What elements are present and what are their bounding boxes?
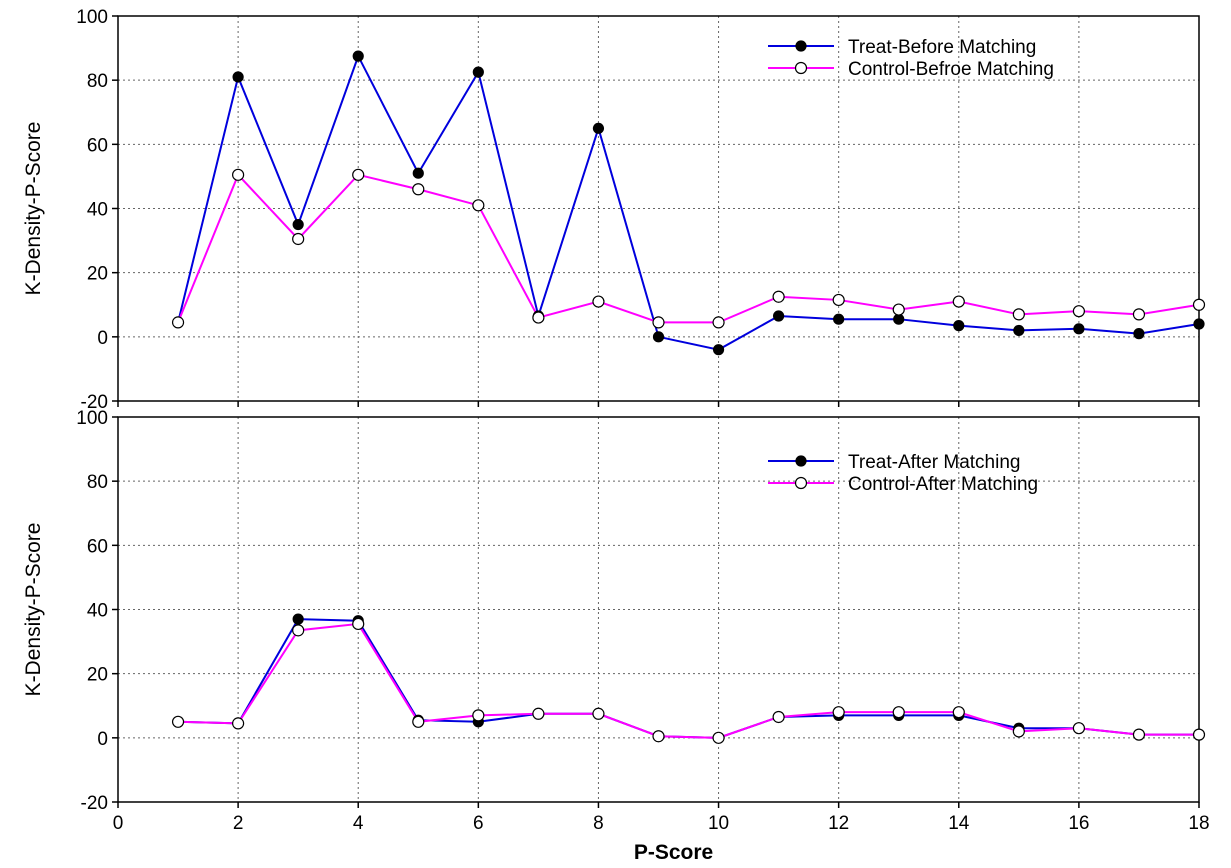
data-point — [412, 167, 424, 179]
legend-marker — [794, 61, 808, 75]
data-point — [472, 199, 485, 212]
data-point — [1133, 328, 1145, 340]
y-tick-label: 100 — [76, 408, 108, 429]
x-tick-label: 2 — [233, 813, 244, 834]
y-tick-label: 60 — [87, 536, 108, 557]
data-point — [532, 707, 545, 720]
y-tick-label: -20 — [81, 793, 108, 814]
y-tick-label: 0 — [97, 729, 108, 750]
data-point — [592, 122, 605, 134]
data-point — [352, 50, 364, 62]
data-point — [1192, 298, 1206, 311]
data-point — [892, 706, 905, 719]
y-tick-label: 80 — [87, 71, 108, 92]
data-point — [952, 706, 965, 719]
x-tick-label: 0 — [113, 813, 124, 834]
x-tick-label: 8 — [593, 813, 604, 834]
y-tick-label: 80 — [87, 472, 108, 493]
data-point — [412, 183, 425, 196]
data-point — [352, 168, 365, 181]
y-tick-label: 40 — [87, 200, 108, 221]
data-point — [232, 71, 244, 83]
data-point — [1193, 318, 1205, 330]
data-point — [833, 313, 845, 325]
x-tick-label: 18 — [1188, 813, 1209, 834]
data-point — [1072, 722, 1085, 735]
data-point — [712, 344, 725, 356]
data-point — [652, 316, 665, 329]
x-tick-label: 16 — [1068, 813, 1089, 834]
data-point — [352, 617, 365, 631]
data-point — [712, 316, 725, 329]
data-point — [772, 710, 785, 724]
data-point — [532, 311, 545, 324]
data-point — [1192, 728, 1206, 741]
y-tick-label: 0 — [97, 328, 108, 349]
data-point — [232, 717, 245, 730]
x-axis-title: P-Score — [634, 841, 713, 863]
data-point — [292, 613, 304, 625]
data-point — [292, 624, 305, 637]
data-point — [1073, 323, 1085, 335]
data-point — [1012, 308, 1025, 321]
y-axis-title: K-Density-P-Score — [22, 523, 45, 697]
series-line — [178, 622, 1199, 739]
legend-label: Control-Befroe Matching — [848, 59, 1054, 80]
y-tick-label: -20 — [81, 392, 108, 413]
data-point — [1072, 305, 1085, 318]
data-point — [292, 232, 305, 246]
data-point — [171, 316, 185, 329]
data-point — [772, 290, 785, 303]
legend-marker — [795, 40, 807, 52]
x-tick-label: 10 — [708, 813, 729, 834]
data-point — [592, 707, 605, 720]
x-tick-label: 12 — [828, 813, 849, 834]
data-point — [412, 715, 425, 728]
series-line — [178, 618, 1199, 739]
legend-label: Control-After Matching — [848, 474, 1038, 495]
x-tick-label: 6 — [473, 813, 484, 834]
y-tick-label: 100 — [76, 7, 108, 28]
data-point — [1132, 728, 1146, 741]
legend-label: Treat-After Matching — [848, 452, 1020, 473]
data-point — [952, 295, 965, 308]
data-point — [472, 66, 484, 78]
data-point — [953, 320, 965, 332]
y-tick-label: 20 — [87, 665, 108, 686]
data-point — [592, 295, 605, 308]
data-point — [892, 303, 905, 316]
data-point — [1012, 725, 1025, 738]
data-point — [171, 715, 185, 728]
series-line — [177, 172, 1200, 324]
y-tick-label: 20 — [87, 264, 108, 285]
data-point — [652, 331, 665, 343]
data-point — [1013, 324, 1025, 337]
data-point — [292, 218, 304, 231]
data-point — [832, 706, 845, 719]
data-point — [472, 709, 485, 722]
legend-marker — [795, 455, 807, 467]
data-point — [1132, 308, 1146, 321]
data-point — [652, 730, 665, 743]
data-point — [832, 293, 845, 307]
legend-marker — [794, 476, 808, 490]
legend-label: Treat-Before Matching — [848, 37, 1036, 58]
x-tick-label: 4 — [353, 813, 364, 834]
y-tick-label: 60 — [87, 135, 108, 156]
data-point — [893, 313, 905, 325]
y-axis-title: K-Density-P-Score — [22, 122, 45, 296]
x-tick-label: 14 — [948, 813, 970, 834]
series-line — [177, 53, 1200, 351]
data-point — [712, 731, 725, 744]
y-tick-label: 40 — [87, 601, 108, 622]
data-point — [232, 168, 245, 181]
data-point — [773, 310, 785, 322]
